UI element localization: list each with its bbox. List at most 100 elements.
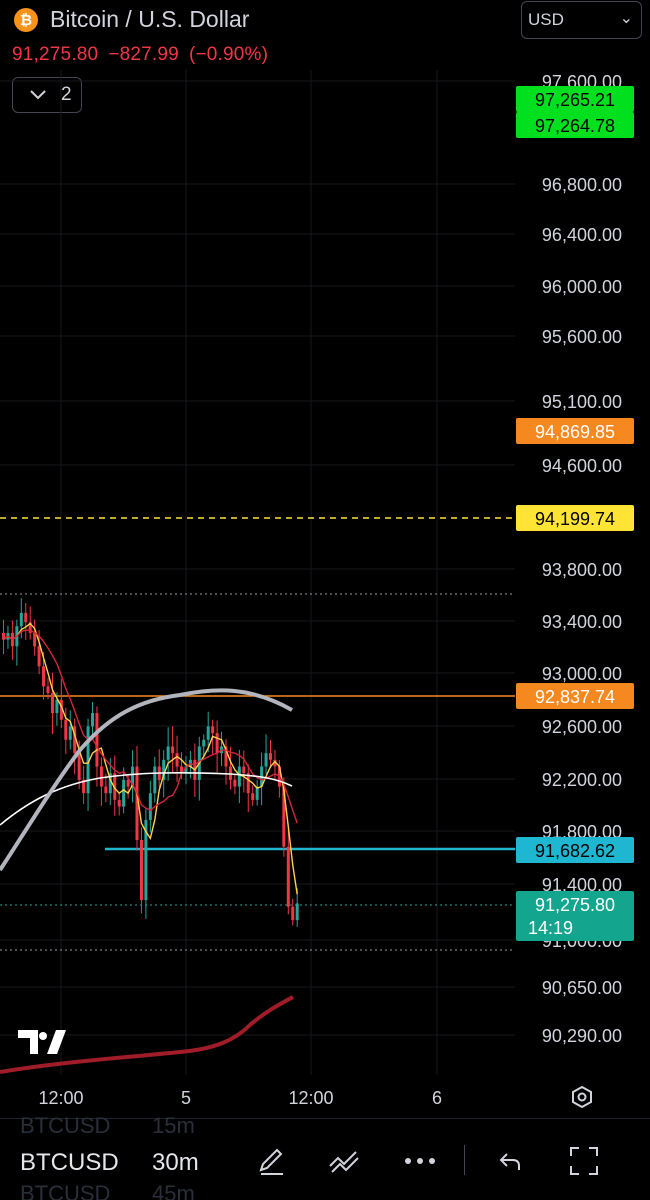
toolbar-divider [464, 1145, 465, 1175]
price-chart[interactable]: 97,600.0096,800.0096,400.0096,000.0095,6… [0, 0, 650, 1118]
price-tick: 93,000.00 [542, 664, 622, 684]
price-tick: 93,800.00 [542, 560, 622, 580]
last-price: 91,275.80 [12, 44, 99, 65]
candle-body [184, 766, 188, 774]
draw-icon[interactable] [250, 1141, 290, 1181]
price-tick: 92,200.00 [542, 770, 622, 790]
candle-body [224, 746, 228, 767]
candle-body [242, 766, 246, 774]
candle-body [68, 726, 72, 740]
price-label: 94,869.85 [535, 422, 615, 442]
candle-body [286, 846, 290, 907]
candle-body [282, 786, 286, 847]
price-tick: 96,000.00 [542, 277, 622, 297]
candle-body [175, 753, 179, 767]
price-change: −827.99 [108, 44, 179, 65]
candle-body [91, 713, 94, 727]
candle-body [228, 766, 232, 780]
price-label: 94,199.74 [535, 509, 615, 529]
price-label: 97,264.78 [535, 116, 615, 136]
time-tick: 12:00 [38, 1088, 83, 1108]
candle-body [77, 753, 81, 780]
time-tick: 12:00 [288, 1088, 333, 1108]
countdown-label: 14:19 [528, 918, 573, 938]
candle-body [131, 766, 135, 787]
price-tick: 90,650.00 [542, 978, 622, 998]
price-label-box [516, 86, 634, 112]
fullscreen-icon[interactable] [564, 1141, 604, 1181]
candle-body [86, 726, 90, 794]
symbol-ghost: BTCUSD [20, 1181, 111, 1200]
candle-body [202, 739, 206, 747]
chart-style-icon[interactable] [324, 1141, 364, 1181]
symbol-selector[interactable]: BTCUSD [20, 1149, 119, 1176]
price-label-box [516, 112, 634, 138]
price-label: 97,265.21 [535, 90, 615, 110]
candle-body [180, 766, 183, 774]
candle-body [215, 733, 219, 754]
price-tick: 92,600.00 [542, 717, 622, 737]
price-tick: 94,600.00 [542, 456, 622, 476]
currency-value: USD [528, 10, 564, 29]
price-tick: 96,800.00 [542, 175, 622, 195]
candle-body [291, 906, 295, 921]
price-label: 91,682.62 [535, 841, 615, 861]
volume-curve [0, 995, 294, 1074]
price-label: 91,275.80 [535, 895, 615, 915]
price-change-percent: (−0.90%) [188, 44, 269, 65]
chart-header: ₿ Bitcoin / U.S. Dollar 91,275.80 −827.99… [0, 0, 650, 120]
bottom-toolbar: BTCUSD BTCUSD BTCUSD 15m 30m 45m [0, 1113, 650, 1200]
currency-select[interactable]: USD ⌄ [521, 1, 642, 39]
candle-body [117, 799, 121, 807]
tradingview-logo [18, 1030, 66, 1054]
candle-body [19, 612, 23, 627]
candle-body [166, 746, 170, 760]
candle-body [37, 646, 41, 667]
candle-body [171, 746, 175, 754]
candle-body [273, 759, 277, 767]
time-tick: 6 [432, 1088, 442, 1108]
price-label-box [516, 837, 634, 863]
candle-body [126, 779, 130, 787]
candle-body [148, 793, 152, 820]
timeframe-selector[interactable]: 30m [152, 1149, 199, 1176]
price-tick: 95,100.00 [542, 392, 622, 412]
candle-body [55, 699, 59, 714]
more-icon[interactable] [400, 1141, 440, 1181]
price-label: 92,837.74 [535, 687, 615, 707]
moving-average-white [0, 772, 293, 826]
candle-body [82, 779, 86, 794]
indicators-count: 2 [61, 84, 72, 105]
symbol-title[interactable]: Bitcoin / U.S. Dollar [50, 6, 250, 32]
candle-body [233, 779, 237, 787]
price-label-box [516, 683, 634, 709]
price-tick: 90,290.00 [542, 1026, 622, 1046]
candle-body [64, 719, 68, 740]
chevron-down-icon: ⌄ [619, 10, 633, 27]
price-label-box [516, 891, 634, 941]
candle-body [24, 612, 28, 623]
timeframe-option[interactable]: 15m [152, 1113, 195, 1138]
candle-body [122, 779, 126, 807]
candle-body [251, 793, 255, 800]
indicators-toggle-button[interactable]: 2 [12, 77, 82, 113]
price-label-box [516, 418, 634, 444]
candle-body [264, 753, 268, 767]
moving-average-crimson [3, 629, 298, 824]
undo-icon[interactable] [490, 1141, 530, 1181]
candle-body [28, 622, 32, 633]
candle-body [144, 819, 148, 901]
timeframe-option[interactable]: 45m [152, 1181, 195, 1200]
candle-body [50, 693, 54, 714]
price-quote: 91,275.80 −827.99 (−0.90%) [12, 44, 278, 66]
candle-body [46, 686, 50, 694]
moving-average-gray [0, 688, 293, 872]
price-tick: 96,400.00 [542, 225, 622, 245]
candle-body [42, 666, 46, 687]
price-tick: 91,400.00 [542, 875, 622, 895]
price-label-box [516, 505, 634, 531]
candle-body [211, 726, 215, 734]
candle-body [33, 632, 37, 647]
moving-average-yellow [3, 622, 298, 895]
settings-icon[interactable] [572, 1085, 592, 1109]
